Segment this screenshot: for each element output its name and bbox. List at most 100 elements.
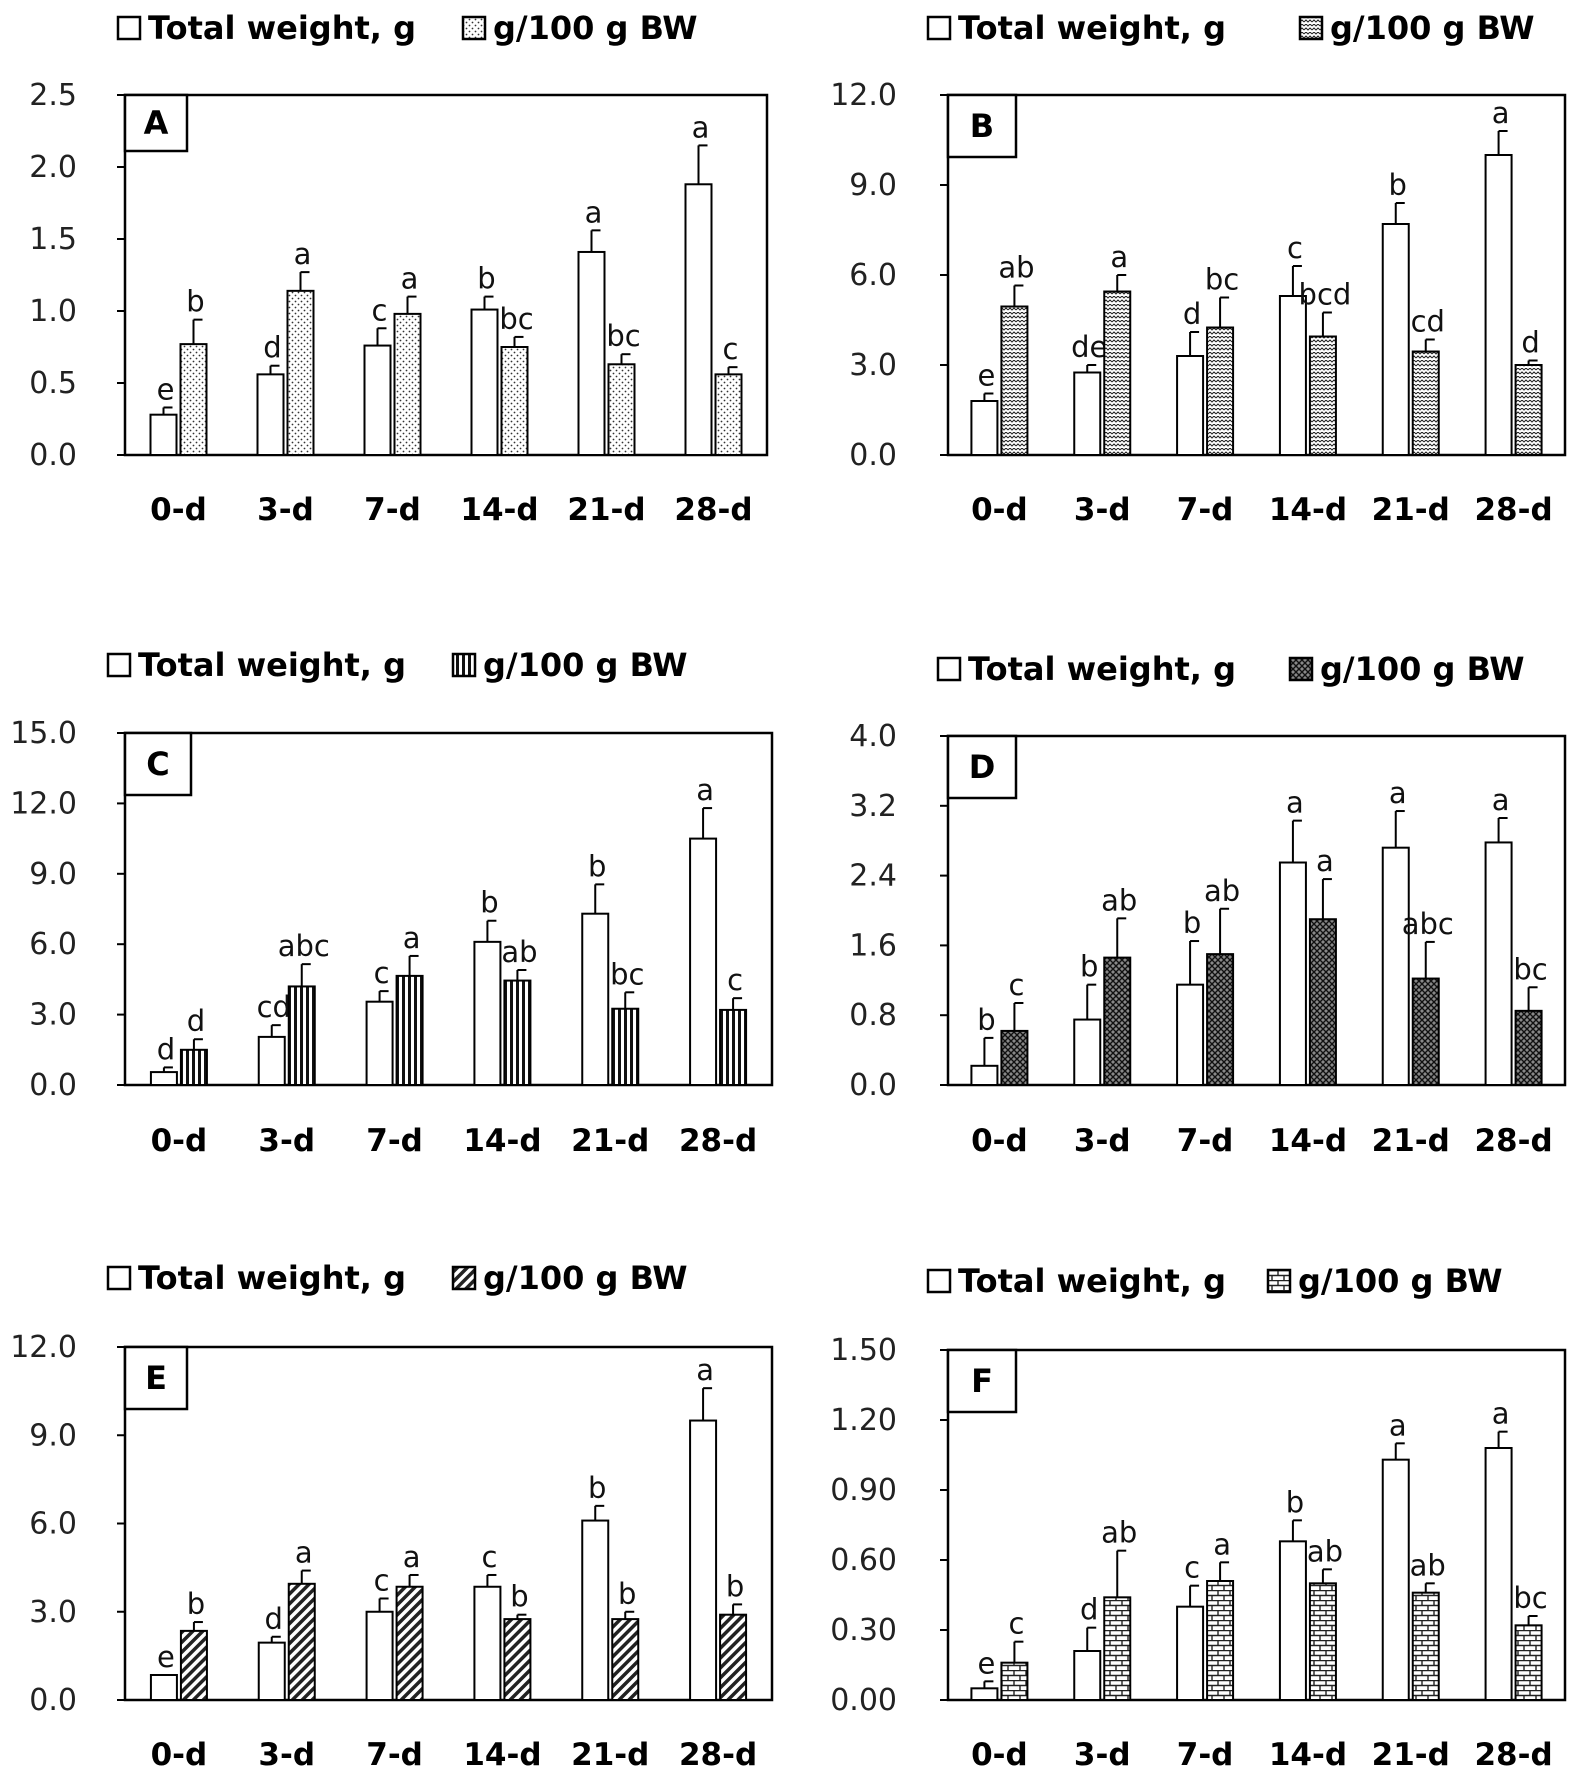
- significance-letter: b: [588, 849, 606, 883]
- x-tick-label: 7-d: [366, 1737, 423, 1772]
- y-tick-label: 9.0: [29, 857, 77, 892]
- significance-letter: b: [618, 1577, 636, 1611]
- significance-letter: bc: [1205, 263, 1239, 297]
- y-tick-label: 12.0: [10, 786, 77, 821]
- significance-letter: bc: [1513, 952, 1547, 986]
- y-tick-label: 3.0: [29, 998, 77, 1033]
- bar-per-bw: [500, 346, 529, 456]
- legend-label-total-weight: Total weight, g: [958, 1262, 1226, 1300]
- x-tick-label: 14-d: [463, 1123, 541, 1159]
- bar-total-weight: [1176, 355, 1205, 456]
- bar-total-weight: [470, 308, 499, 456]
- y-tick-label: 0.00: [830, 1683, 897, 1718]
- significance-letter: bc: [499, 302, 533, 336]
- panel-label-box: [123, 1345, 189, 1411]
- significance-letter: c: [374, 956, 390, 990]
- x-tick-label: 7-d: [364, 492, 421, 528]
- y-tick-label: 0.5: [29, 366, 77, 401]
- significance-letter: ab: [998, 251, 1034, 285]
- bar-per-bw: [1000, 305, 1029, 456]
- legend-label-per-bw: g/100 g BW: [493, 9, 698, 47]
- significance-letter: d: [157, 1032, 175, 1066]
- bar-per-bw: [503, 1618, 532, 1701]
- panel-label: B: [970, 107, 994, 145]
- x-tick-label: 28-d: [679, 1123, 757, 1159]
- bar-per-bw: [1000, 1661, 1029, 1701]
- panel-label: D: [969, 748, 996, 786]
- x-tick-label: 28-d: [1474, 492, 1552, 528]
- bar-per-bw: [1206, 953, 1235, 1086]
- significance-letter: ab: [501, 935, 537, 969]
- x-tick-label: 28-d: [674, 492, 752, 528]
- legend-label-total-weight: Total weight, g: [138, 646, 406, 684]
- significance-letter: b: [480, 886, 498, 920]
- y-tick-label: 0.90: [830, 1473, 897, 1508]
- y-tick-label: 3.2: [849, 789, 897, 824]
- x-tick-label: 0-d: [971, 1737, 1028, 1772]
- bar-per-bw: [1103, 1596, 1132, 1702]
- bar-total-weight: [149, 413, 178, 456]
- significance-letter: ab: [1307, 1534, 1343, 1568]
- significance-letter: de: [1071, 330, 1107, 364]
- bar-per-bw: [1514, 364, 1543, 456]
- y-tick-label: 2.5: [29, 78, 77, 113]
- bar-per-bw: [1206, 326, 1235, 456]
- bar-total-weight: [970, 400, 999, 456]
- y-tick-label: 3.0: [849, 348, 897, 383]
- panel-e: Total weight, g g/100 g BW 0.0 3.0 6.0 9.0 12.…: [10, 1259, 774, 1772]
- legend-swatch-per-bw: [461, 15, 487, 41]
- bar-total-weight: [1073, 1018, 1102, 1086]
- significance-letter: e: [157, 1640, 175, 1674]
- legend-label-per-bw: g/100 g BW: [483, 1259, 688, 1297]
- x-tick-label: 3-d: [258, 1737, 315, 1772]
- significance-letter: b: [510, 1580, 528, 1614]
- x-tick-label: 21-d: [571, 1737, 649, 1772]
- bar-total-weight: [257, 1641, 286, 1701]
- legend-label-per-bw: g/100 g BW: [483, 646, 688, 684]
- x-tick-label: 14-d: [460, 492, 538, 528]
- bar-per-bw: [1308, 335, 1337, 456]
- significance-letter: b: [1286, 1485, 1304, 1519]
- bar-total-weight: [473, 1585, 502, 1702]
- panel-label-box: [123, 731, 193, 797]
- y-tick-label: 6.0: [849, 258, 897, 293]
- bar-total-weight: [256, 373, 285, 456]
- y-tick-label: 0.0: [849, 438, 897, 473]
- plot-frame: [123, 93, 769, 457]
- bar-per-bw: [1308, 1582, 1337, 1702]
- x-tick-label: 21-d: [567, 492, 645, 528]
- x-tick-label: 3-d: [1074, 492, 1131, 528]
- significance-letter: b: [477, 262, 495, 296]
- legend-label-per-bw: g/100 g BW: [1330, 9, 1535, 47]
- bar-total-weight: [1073, 371, 1102, 456]
- significance-letter: d: [265, 1602, 283, 1636]
- y-tick-label: 9.0: [29, 1418, 77, 1453]
- panel-a: Total weight, g g/100 g BW 0.0 0.5 1.0 1.5 2.0…: [29, 9, 769, 528]
- significance-letter: d: [1080, 1593, 1098, 1627]
- significance-letter: a: [401, 262, 419, 296]
- bar-per-bw: [1308, 918, 1337, 1086]
- significance-letter: c: [727, 963, 743, 997]
- legend-swatch-per-bw: [451, 652, 477, 678]
- y-tick-label: 0.30: [830, 1613, 897, 1648]
- significance-letter: b: [588, 1471, 606, 1505]
- legend: Total weight, g g/100 g BW: [116, 9, 698, 47]
- significance-letter: b: [186, 285, 204, 319]
- legend-label-per-bw: g/100 g BW: [1298, 1262, 1503, 1300]
- bar-total-weight: [149, 1673, 178, 1702]
- significance-letter: b: [977, 1003, 995, 1037]
- significance-letter: bcd: [1299, 278, 1352, 312]
- y-tick-label: 1.20: [830, 1403, 897, 1438]
- legend-swatch-per-bw: [451, 1265, 477, 1291]
- significance-letter: ab: [1410, 1548, 1446, 1582]
- legend: Total weight, g g/100 g BW: [926, 1262, 1503, 1300]
- bar-total-weight: [1484, 1447, 1513, 1701]
- significance-letter: e: [157, 372, 175, 406]
- plot-frame: [123, 731, 774, 1087]
- significance-letter: c: [723, 332, 739, 366]
- legend-label-per-bw: g/100 g BW: [1320, 650, 1525, 688]
- bar-per-bw: [179, 1629, 208, 1702]
- legend-label-total-weight: Total weight, g: [968, 650, 1236, 688]
- panel-f: Total weight, g g/100 g BW 0.00 0.30 0.60 0.9…: [830, 1262, 1567, 1772]
- x-tick-label: 21-d: [1372, 492, 1450, 528]
